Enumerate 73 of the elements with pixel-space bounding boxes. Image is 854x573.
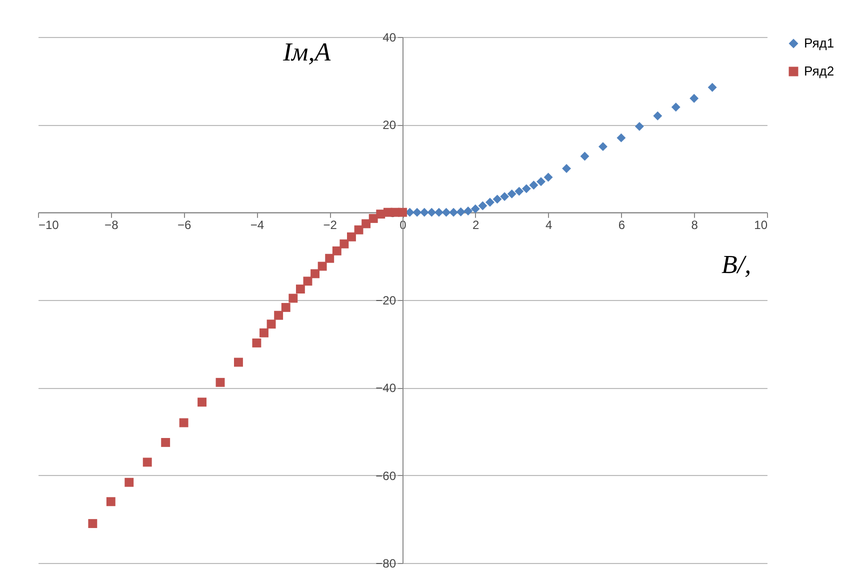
point	[442, 208, 451, 217]
point	[325, 254, 334, 263]
point	[296, 284, 305, 294]
y-tick-label: 20	[382, 118, 396, 132]
point	[198, 398, 206, 407]
point	[420, 208, 429, 217]
point	[340, 239, 349, 248]
point	[464, 206, 473, 216]
x-tick-label: −8	[104, 218, 119, 232]
point	[598, 142, 608, 152]
point	[310, 269, 320, 278]
point	[161, 438, 170, 447]
point	[332, 246, 342, 256]
point	[303, 276, 312, 286]
legend-label: Ряд2	[804, 64, 834, 78]
point	[708, 82, 717, 92]
x-tick-label: 4	[545, 218, 552, 232]
y-tick-label: −20	[376, 294, 396, 308]
point	[690, 94, 699, 103]
point	[354, 225, 364, 234]
point	[478, 201, 488, 210]
point	[507, 189, 516, 198]
point	[88, 519, 98, 528]
point	[274, 310, 284, 320]
point	[106, 497, 116, 506]
y-axis-title: Iм,A	[282, 38, 331, 66]
point	[427, 208, 436, 217]
x-tick-label: −6	[177, 218, 192, 232]
point	[653, 111, 662, 120]
x-tick-label: −2	[323, 218, 338, 232]
point	[580, 152, 590, 161]
x-axis-title: B/,	[722, 250, 752, 279]
point	[562, 164, 571, 173]
point	[318, 262, 327, 271]
point	[634, 122, 644, 131]
point	[544, 172, 553, 182]
point	[522, 184, 531, 194]
point	[260, 328, 268, 338]
point	[616, 133, 626, 142]
point	[179, 418, 188, 428]
point	[142, 458, 152, 467]
point	[529, 180, 538, 190]
point	[288, 294, 298, 303]
x-tick-label: 8	[691, 218, 698, 232]
point	[398, 208, 407, 217]
point	[347, 232, 356, 242]
x-tick-label: −4	[250, 218, 264, 232]
point	[470, 204, 480, 214]
x-tick-label: −10	[38, 218, 60, 232]
y-tick-label: −40	[376, 381, 396, 396]
x-tick-label: 6	[618, 218, 626, 232]
point	[281, 302, 290, 312]
point	[514, 186, 524, 196]
point	[434, 208, 444, 217]
y-tick-label: −80	[376, 556, 396, 570]
point	[449, 208, 458, 217]
point	[536, 177, 546, 186]
y-tick-label: 40	[382, 30, 396, 44]
x-tick-label: 2	[472, 218, 480, 232]
x-tick-label: 10	[754, 218, 768, 232]
point	[412, 208, 422, 217]
point	[671, 102, 680, 112]
legend-label: Ряд1	[804, 36, 834, 50]
point	[124, 478, 134, 487]
point	[492, 194, 502, 204]
point	[500, 192, 510, 202]
point	[456, 207, 466, 216]
y-tick-label: −60	[376, 468, 396, 483]
point	[486, 198, 494, 207]
point	[216, 378, 225, 387]
point	[266, 320, 276, 329]
point	[234, 358, 243, 367]
point	[252, 338, 262, 348]
